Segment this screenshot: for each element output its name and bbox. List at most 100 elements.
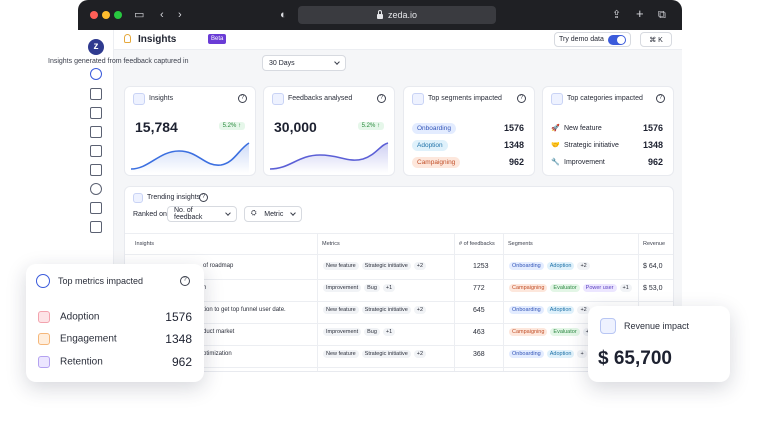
segment-tag: Onboarding [509,262,544,270]
metric-row[interactable]: Retention 962 [38,354,192,370]
category-row[interactable]: 🚀 New feature 1576 [551,122,663,134]
chevron-down-icon [290,210,296,216]
revenue-icon [600,318,616,334]
address-bar[interactable]: zeda.io [298,6,496,24]
period-value: 30 Days [269,59,295,67]
metric-tag: New feature [323,306,359,314]
share-icon[interactable]: ⇪ [612,9,622,21]
zeda-logo[interactable]: z [88,39,104,55]
insights-sparkline [130,142,250,173]
wrench-icon: 🔧 [551,159,560,166]
tabs-overview-icon[interactable]: ⧉ [658,9,666,21]
segment-row[interactable]: Adoption 1348 [412,139,524,151]
metrics-cell: Improvement Bug +1 [323,328,398,336]
segment-pill: Adoption [412,139,448,151]
column-divider [638,233,639,371]
command-menu-button[interactable]: ⌘ K [640,32,672,47]
help-icon[interactable]: ? [656,94,665,103]
revenue-value: $ 53,0 [643,285,663,292]
sidebar-insights-icon[interactable] [90,68,102,80]
insights-icon [133,93,145,105]
segment-tag: Adoption [546,350,575,358]
column-header: # of feedbacks [459,241,495,247]
metric-row[interactable]: Engagement 1348 [38,331,192,347]
ranked-on-value: No. of feedback [174,207,203,221]
chevron-down-icon [225,210,231,216]
segment-pill: Campaigning [412,156,461,168]
feedback-count: 645 [473,307,485,314]
table-row[interactable]: duct market Improvement Bug +1 463 Campaignin… [125,323,673,345]
table-row[interactable]: of roadmap New feature Strategic initiativ… [125,257,673,279]
sidebar-document-icon[interactable] [90,126,102,138]
segment-tag: Campaigning [509,328,548,336]
sidebar-toggle-icon[interactable]: ▭ [134,9,145,21]
top-metrics-title: Top metrics impacted [58,276,144,286]
period-select[interactable]: 30 Days [262,55,346,71]
back-icon[interactable]: ‹ [160,9,164,21]
metric-tag: Improvement [323,328,362,336]
segment-tag: Power user [582,284,617,292]
more-tag: +2 [577,262,590,270]
segment-tag: Campaigning [509,284,548,292]
minimize-window-button[interactable] [102,11,110,19]
metric-row[interactable]: Adoption 1576 [38,309,192,325]
sidebar-contacts-icon[interactable] [90,221,102,233]
metric-label: Metric [264,210,284,218]
help-icon[interactable]: ? [517,94,526,103]
segment-value: 1576 [503,123,524,133]
metric-tag: Strategic initiative [361,350,411,358]
help-icon[interactable]: ? [377,94,386,103]
metrics-cell: New feature Strategic initiative +2 [323,350,429,358]
category-value: 1348 [642,140,663,150]
insights-count: 15,784 [135,119,178,135]
toggle-switch[interactable] [607,34,626,45]
rocket-icon: 🚀 [551,125,560,132]
demo-data-toggle[interactable]: Try demo data [554,32,631,47]
close-window-button[interactable] [90,11,98,19]
ranked-on-select[interactable]: No. of feedback [167,206,237,222]
table-divider [125,279,673,280]
insights-card: Insights ? 15,784 5.2% ↑ [124,86,256,176]
sidebar-feedback-icon[interactable] [90,88,102,100]
forward-icon[interactable]: › [178,9,182,21]
category-row[interactable]: 🔧 Improvement 962 [551,156,663,168]
category-row[interactable]: 🤝 Strategic initiative 1348 [551,139,663,151]
sidebar-target-icon[interactable] [90,183,102,195]
metric-select[interactable]: ⛭ Metric [244,206,302,222]
table-row[interactable]: n Improvement Bug +1 772 Campaigning Evaluator… [125,279,673,301]
column-header: Segments [508,241,533,247]
sidebar-roadmap-icon[interactable] [90,164,102,176]
url-text: zeda.io [387,10,418,20]
table-row[interactable]: ptimization New feature Strategic initiati… [125,345,673,367]
feedback-count: 772 [473,285,485,292]
help-icon[interactable]: ? [238,94,247,103]
beta-badge: Beta [208,34,227,44]
segment-tag: Onboarding [509,350,544,358]
segments-cell: Campaigning Evaluator Power user +1 [509,284,635,292]
category-label: New feature [564,125,602,132]
insight-text: of roadmap [203,263,234,269]
sidebar-list-icon[interactable] [90,107,102,119]
metric-tag: Bug [364,284,380,292]
new-tab-icon[interactable]: + [636,6,644,21]
category-value: 962 [647,157,663,167]
column-divider [454,233,455,371]
column-divider [317,233,318,371]
metric-label: Retention [60,356,103,368]
branch-icon [38,311,50,323]
sidebar-book-icon[interactable] [90,145,102,157]
more-tag: +2 [577,306,590,314]
segment-row[interactable]: Campaigning 962 [412,156,524,168]
help-icon[interactable]: ? [199,193,208,202]
top-segments-card: Top segments impacted ? Onboarding 1576 … [403,86,535,176]
table-divider [125,367,673,368]
sidebar-announce-icon[interactable] [90,202,102,214]
maximize-window-button[interactable] [114,11,122,19]
metric-icon: ⛭ [251,210,257,217]
metric-value: 962 [171,355,192,369]
help-icon[interactable]: ? [180,276,190,286]
more-tag: +1 [382,284,396,292]
segment-row[interactable]: Onboarding 1576 [412,122,524,134]
privacy-shield-icon[interactable]: ◐ [280,9,287,21]
table-row[interactable]: tion to get top funnel user date. New fea… [125,301,673,323]
